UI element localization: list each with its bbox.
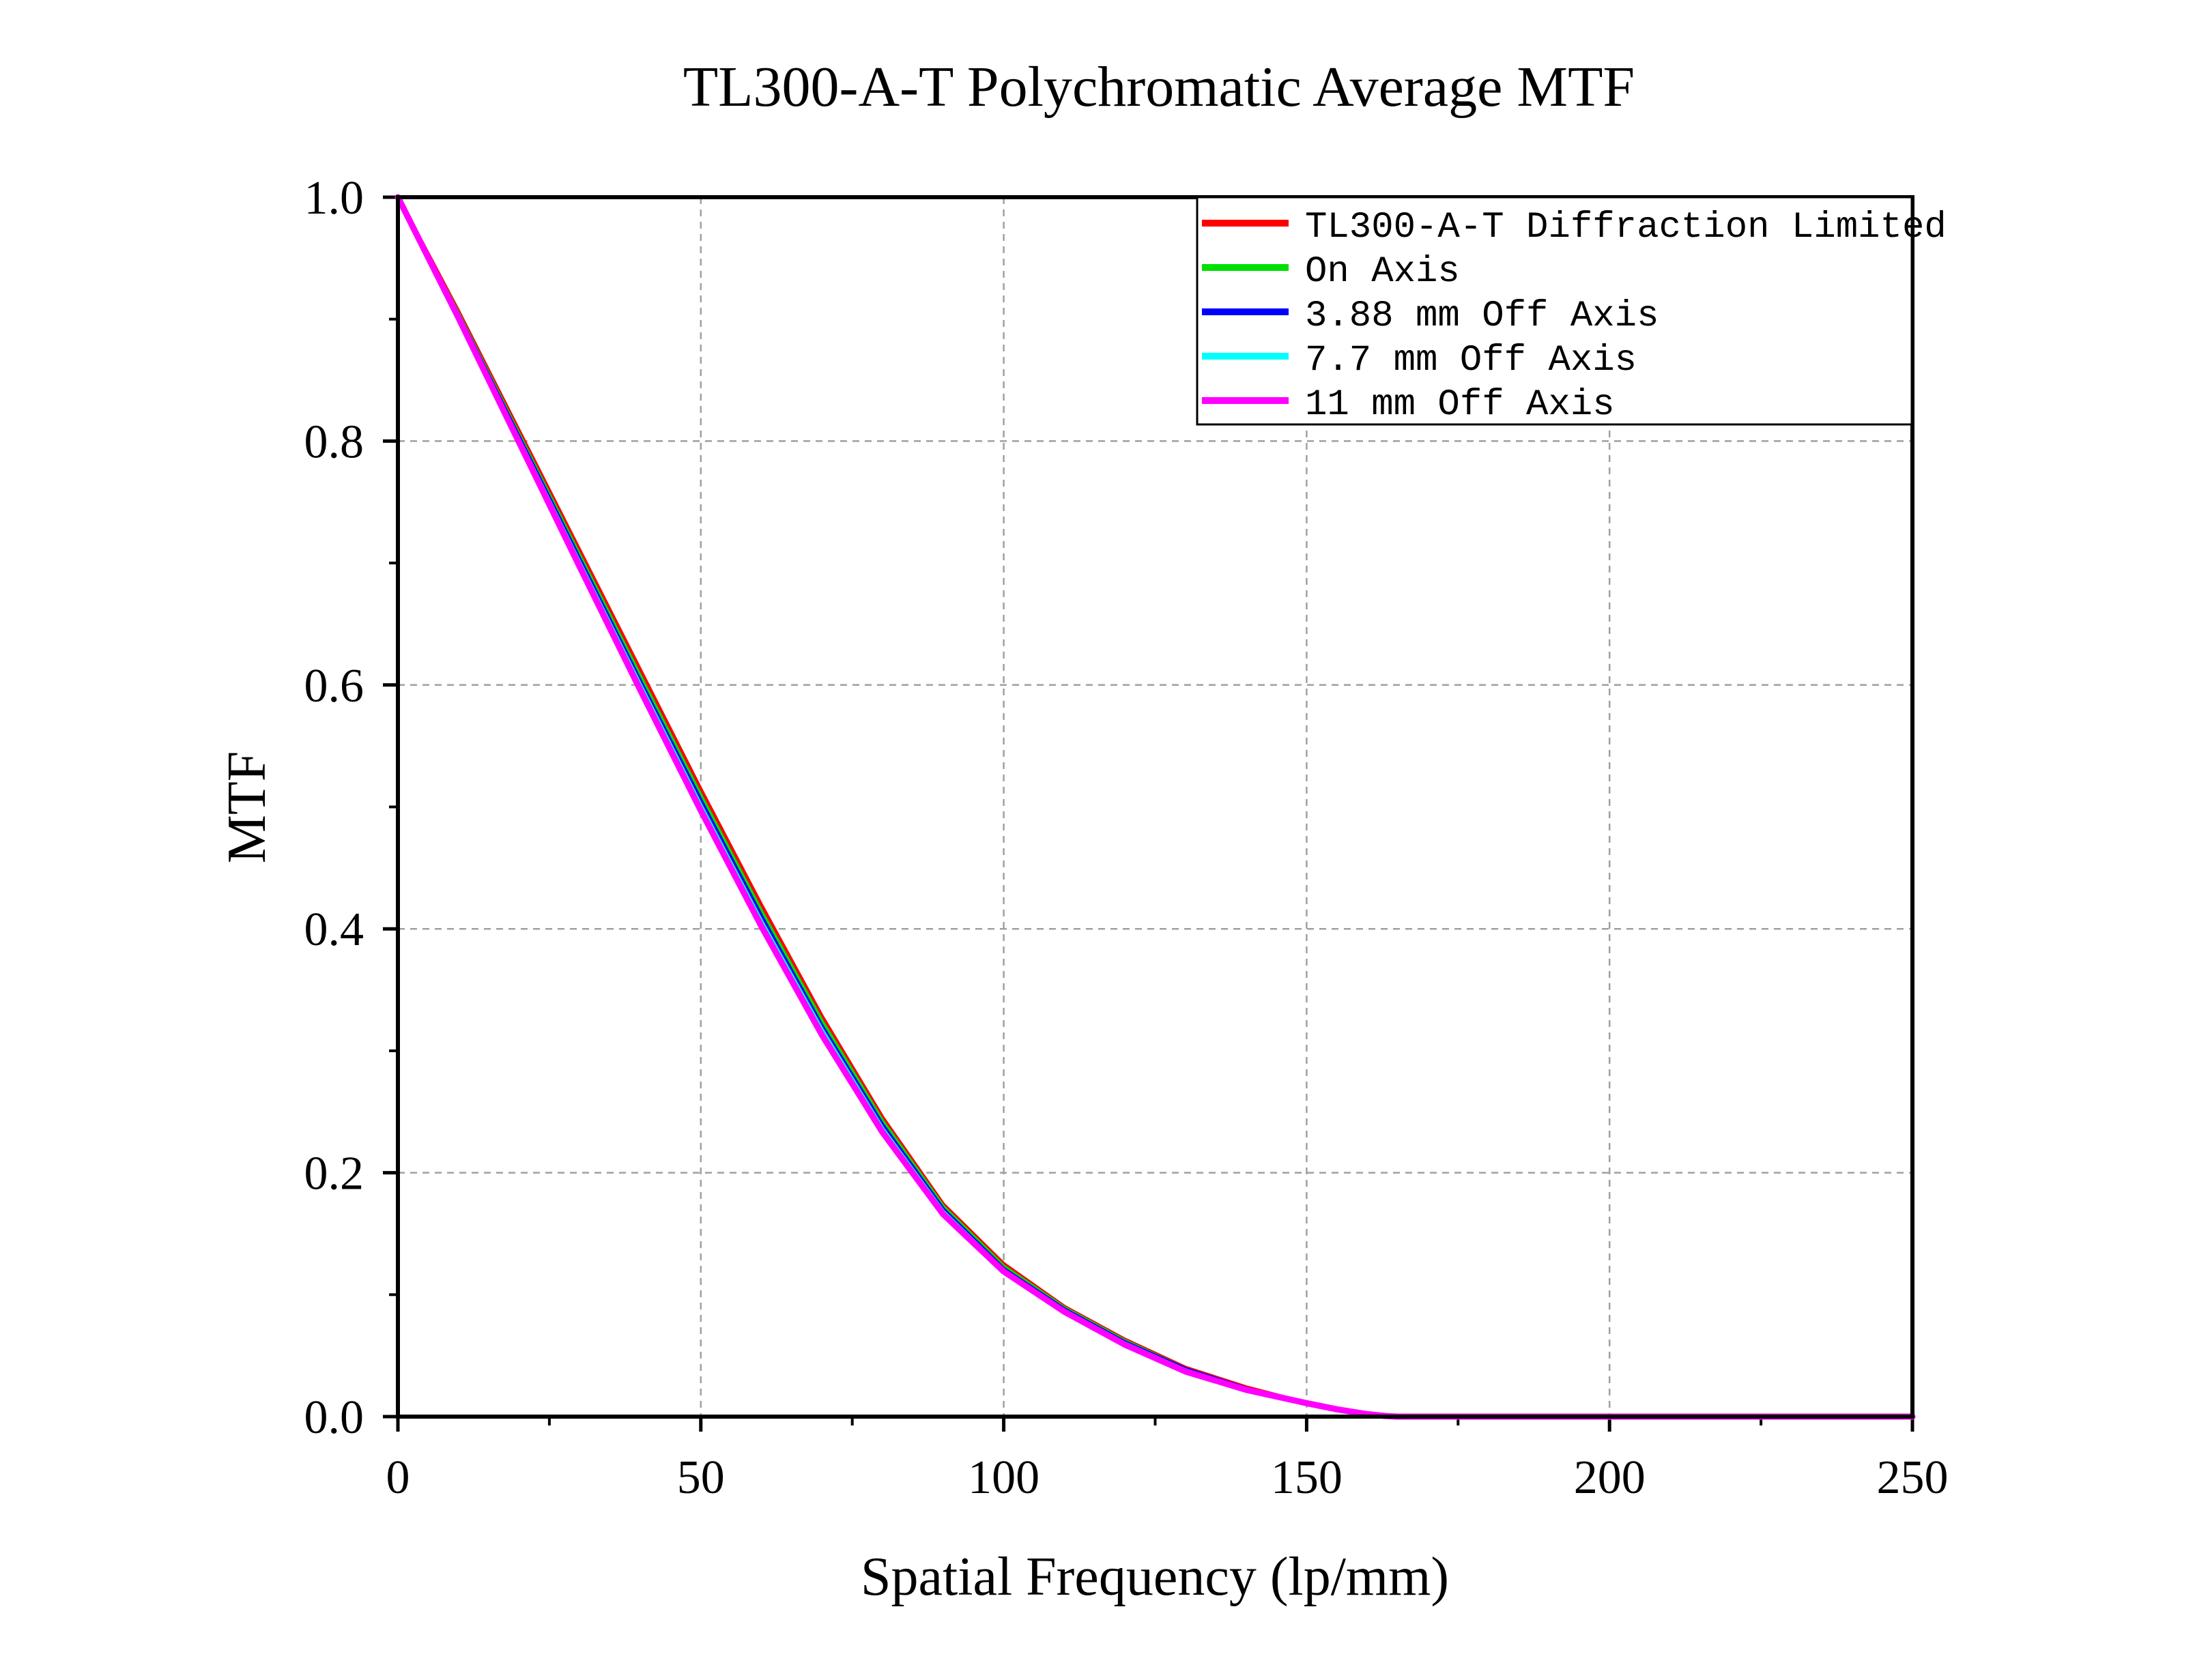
y-tick-label: 0.6 — [304, 660, 364, 712]
x-tick-label: 250 — [1877, 1451, 1949, 1504]
y-tick-label: 0.8 — [304, 416, 364, 468]
y-tick-labels: 0.0 0.2 0.4 0.6 0.8 1.0 — [304, 172, 364, 1444]
x-tick-label: 0 — [386, 1451, 410, 1504]
y-axis-label: MTF — [217, 751, 277, 864]
x-tick-label: 100 — [968, 1451, 1039, 1504]
y-tick-label: 1.0 — [304, 172, 364, 225]
plot-frame — [396, 195, 1914, 1419]
x-tick-label: 200 — [1574, 1451, 1646, 1504]
chart-title: TL300-A-T Polychromatic Average MTF — [683, 55, 1635, 119]
x-axis-label: Spatial Frequency (lp/mm) — [861, 1547, 1449, 1607]
y-tick-label: 0.4 — [304, 903, 364, 956]
legend-label: 3.88 mm Off Axis — [1305, 295, 1659, 337]
legend-label: On Axis — [1305, 251, 1460, 293]
legend-label: TL300-A-T Diffraction Limited — [1305, 207, 1947, 248]
legend-box — [1196, 196, 1913, 426]
x-tick-label: 50 — [677, 1451, 725, 1504]
y-tick-label: 0.0 — [304, 1391, 364, 1444]
y-tick-label: 0.2 — [304, 1148, 364, 1200]
legend-label: 11 mm Off Axis — [1305, 384, 1615, 426]
x-tick-label: 150 — [1271, 1451, 1343, 1504]
x-tick-labels: 0 50 100 150 200 250 — [386, 1451, 1949, 1504]
major-ticks — [383, 195, 1914, 1432]
legend-label: 7.7 mm Off Axis — [1305, 340, 1637, 381]
